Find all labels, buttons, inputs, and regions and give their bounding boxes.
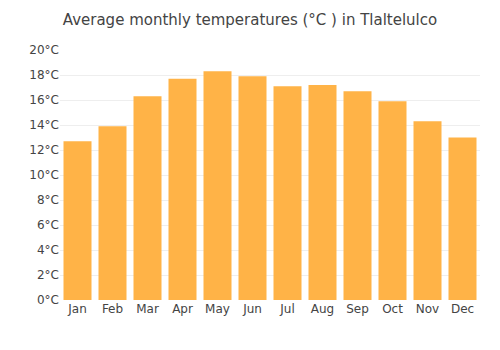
svg-text:Jan: Jan: [67, 302, 87, 316]
svg-text:20°C: 20°C: [29, 43, 59, 57]
svg-text:12°C: 12°C: [29, 143, 59, 157]
svg-text:4°C: 4°C: [37, 243, 59, 257]
svg-text:Average monthly temperatures (: Average monthly temperatures (°C ) in Tl…: [63, 11, 437, 29]
svg-text:2°C: 2°C: [37, 268, 59, 282]
svg-text:Sep: Sep: [346, 302, 369, 316]
svg-text:Nov: Nov: [416, 302, 439, 316]
svg-text:Aug: Aug: [311, 302, 334, 316]
svg-text:Oct: Oct: [382, 302, 403, 316]
svg-text:May: May: [205, 302, 230, 316]
svg-text:6°C: 6°C: [37, 218, 59, 232]
svg-text:Jul: Jul: [279, 302, 294, 316]
svg-text:14°C: 14°C: [29, 118, 59, 132]
svg-text:0°C: 0°C: [37, 293, 59, 307]
svg-text:10°C: 10°C: [29, 168, 59, 182]
svg-text:Feb: Feb: [102, 302, 123, 316]
svg-text:18°C: 18°C: [29, 68, 59, 82]
svg-text:8°C: 8°C: [37, 193, 59, 207]
svg-text:Apr: Apr: [172, 302, 193, 316]
svg-text:16°C: 16°C: [29, 93, 59, 107]
svg-text:Jun: Jun: [242, 302, 262, 316]
svg-text:Mar: Mar: [136, 302, 159, 316]
svg-text:Dec: Dec: [451, 302, 474, 316]
